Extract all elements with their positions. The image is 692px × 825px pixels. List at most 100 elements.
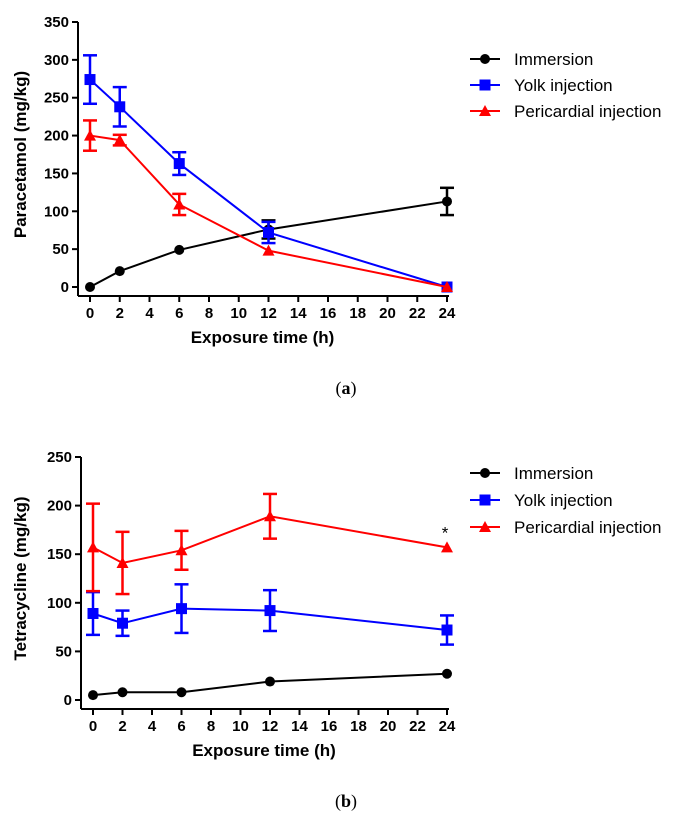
series-line — [89, 134, 448, 288]
x-tick-label: 10 — [232, 718, 249, 735]
x-tick-label: 0 — [89, 718, 97, 735]
legend-marker — [479, 105, 491, 116]
legend-label: Yolk injection — [514, 491, 613, 510]
y-tick-label: 100 — [47, 595, 72, 612]
legend-entry: Immersion — [470, 50, 593, 69]
data-point — [174, 244, 185, 255]
legend-marker — [480, 54, 490, 64]
legend-marker — [479, 494, 491, 506]
data-point — [113, 134, 126, 146]
data-point — [114, 101, 126, 113]
x-tick-label: 22 — [409, 718, 426, 735]
x-tick-label: 20 — [379, 305, 396, 322]
x-tick-label: 8 — [205, 305, 213, 322]
legend-marker — [479, 79, 491, 91]
series-yolk-injection — [83, 54, 453, 293]
x-tick-label: 2 — [116, 305, 124, 322]
data-point — [173, 198, 186, 210]
y-tick-label: 0 — [61, 279, 69, 296]
data-point — [441, 624, 453, 636]
data-point — [173, 158, 185, 170]
legend-marker — [479, 521, 491, 532]
x-tick-label: 12 — [262, 718, 279, 735]
x-tick-label: 24 — [439, 305, 456, 322]
legend-entry: Yolk injection — [470, 491, 613, 510]
data-point — [262, 244, 275, 256]
y-tick-label: 200 — [47, 498, 72, 515]
y-tick-label: 350 — [44, 14, 69, 31]
y-axis-title: Tetracycline (mg/kg) — [11, 496, 30, 660]
data-point — [176, 687, 187, 698]
significance-asterisk: * — [442, 523, 449, 542]
x-tick-label: 22 — [409, 305, 426, 322]
data-point — [114, 266, 125, 277]
data-point — [442, 196, 452, 207]
series-immersion — [88, 668, 452, 701]
series-pericardial-injection — [86, 492, 453, 596]
data-point — [87, 607, 99, 619]
data-point — [116, 556, 129, 568]
x-tick-label: 12 — [260, 305, 277, 322]
series-immersion — [85, 186, 454, 292]
y-tick-label: 250 — [44, 90, 69, 107]
x-axis-title: Exposure time (h) — [192, 741, 336, 760]
data-point — [442, 668, 452, 679]
data-point — [85, 282, 95, 292]
legend-label: Immersion — [514, 464, 593, 483]
legend-entry: Pericardial injection — [470, 518, 661, 537]
data-point — [263, 226, 274, 238]
y-tick-label: 300 — [44, 52, 69, 69]
series-line — [89, 78, 448, 288]
data-point — [441, 541, 453, 553]
x-tick-label: 10 — [230, 305, 247, 322]
x-axis-title: Exposure time (h) — [191, 328, 335, 347]
legend-label: Immersion — [514, 50, 593, 69]
x-tick-label: 16 — [320, 305, 337, 322]
data-point — [264, 510, 276, 522]
data-point — [175, 544, 188, 556]
x-tick-label: 6 — [175, 305, 183, 322]
x-tick-label: 24 — [439, 718, 456, 735]
x-tick-label: 4 — [145, 305, 154, 322]
legend-marker — [480, 468, 490, 478]
y-axis-title: Paracetamol (mg/kg) — [11, 71, 30, 238]
legend-label: Pericardial injection — [514, 518, 661, 537]
data-point — [88, 690, 98, 701]
legend-label: Pericardial injection — [514, 102, 661, 121]
y-tick-label: 50 — [52, 241, 69, 258]
y-tick-label: 0 — [64, 692, 72, 709]
x-tick-label: 2 — [118, 718, 126, 735]
x-tick-label: 6 — [177, 718, 185, 735]
legend-label: Yolk injection — [514, 76, 613, 95]
data-point — [84, 129, 96, 141]
x-tick-label: 0 — [86, 305, 94, 322]
panel-label: a — [342, 378, 351, 398]
legend-entry: Immersion — [470, 464, 593, 483]
data-point — [441, 281, 453, 292]
data-point — [265, 676, 275, 687]
panel-label: b — [341, 791, 351, 811]
legend-entry: Yolk injection — [470, 76, 613, 95]
x-tick-label: 16 — [321, 718, 338, 735]
x-tick-label: 20 — [380, 718, 397, 735]
y-tick-label: 150 — [47, 546, 72, 563]
x-tick-label: 18 — [350, 718, 367, 735]
panel-caption: (b) — [335, 791, 357, 812]
data-point — [87, 541, 99, 553]
y-tick-label: 200 — [44, 128, 69, 145]
y-tick-label: 250 — [47, 449, 72, 466]
x-tick-label: 18 — [349, 305, 366, 322]
legend-entry: Pericardial injection — [470, 102, 661, 121]
data-point — [176, 603, 187, 615]
y-tick-label: 100 — [44, 203, 69, 220]
x-tick-label: 14 — [290, 305, 307, 322]
x-tick-label: 8 — [207, 718, 215, 735]
data-point — [264, 605, 276, 617]
series-pericardial-injection — [83, 119, 453, 292]
data-point — [117, 617, 128, 629]
y-tick-label: 50 — [55, 643, 72, 660]
series-yolk-injection — [86, 583, 454, 646]
